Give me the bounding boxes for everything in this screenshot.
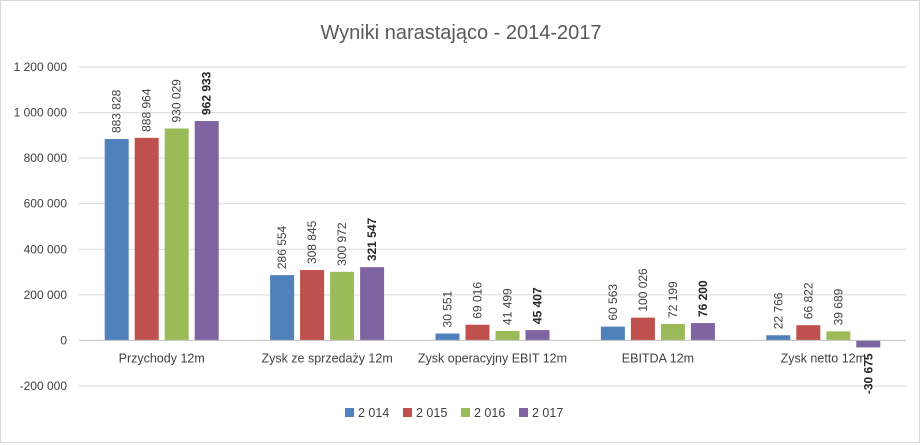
y-tick-label: 800 000 [24,151,68,165]
legend-swatch [519,408,528,417]
legend-label: 2 016 [474,406,505,420]
bar [856,340,881,348]
data-label: 883 828 [110,89,124,133]
bar [766,335,791,341]
data-label: 22 766 [771,292,785,329]
y-tick-label: 200 000 [24,288,68,302]
bars [104,121,881,348]
bar [630,317,655,341]
category-label: Przychody 12m [119,351,205,365]
bar [690,323,715,341]
category-label: EBITDA 12m [622,351,694,365]
bar [104,139,129,341]
data-label: 100 026 [636,268,650,312]
legend-swatch [403,408,412,417]
data-label: 321 547 [365,217,379,261]
data-label: -30 675 [861,353,875,394]
bar [525,330,550,341]
bar [796,325,821,341]
bar [435,333,460,341]
data-label: 66 822 [801,282,815,319]
bar [300,270,325,341]
bar [465,324,490,341]
category-label: Zysk operacyjny EBIT 12m [418,351,567,365]
legend: 2 014 2 015 2 016 2 017 [345,406,563,420]
data-label: 69 016 [471,282,485,319]
data-label: 39 689 [831,288,845,325]
bar [330,271,355,341]
y-axis-tick-labels: -200 000 0 200 000 400 000 600 000 800 000 1 0… [14,60,68,393]
data-label: 60 563 [606,284,620,321]
y-tick-label: 1 200 000 [14,60,68,74]
bar [495,330,520,341]
category-label: Zysk ze sprzedaży 12m [261,351,392,365]
data-label: 308 845 [305,220,319,264]
data-label: 30 551 [441,290,455,327]
bar [660,323,685,341]
y-tick-label: -200 000 [20,379,68,393]
bar [360,267,385,341]
y-tick-label: 400 000 [24,242,68,256]
bar [270,275,295,341]
bar [164,128,189,341]
data-label: 76 200 [696,280,710,317]
data-label: 888 964 [140,88,154,132]
bar [134,137,159,341]
data-label: 930 029 [170,79,184,123]
data-label: 41 499 [501,288,515,325]
y-tick-label: 600 000 [24,197,68,211]
legend-label: 2 017 [532,406,563,420]
data-label: 286 554 [275,225,289,269]
data-label: 300 972 [335,222,349,266]
legend-label: 2 014 [358,406,389,420]
category-label: Zysk netto 12m [781,351,866,365]
legend-swatch [345,408,354,417]
y-tick-label: 0 [60,333,67,347]
bar [600,326,625,341]
data-labels: 883 828 286 554 30 551 60 563 22 766 888 964 3… [110,71,876,394]
bar [826,331,851,341]
legend-label: 2 015 [416,406,447,420]
data-label: 72 199 [666,281,680,318]
bar [194,121,219,341]
data-label: 962 933 [200,71,214,115]
legend-swatch [461,408,470,417]
data-label: 45 407 [531,287,545,324]
category-labels: Przychody 12m Zysk ze sprzedaży 12m Zysk o… [119,351,866,365]
y-tick-label: 1 000 000 [14,106,68,120]
chart-title: Wyniki narastająco - 2014-2017 [320,22,601,44]
